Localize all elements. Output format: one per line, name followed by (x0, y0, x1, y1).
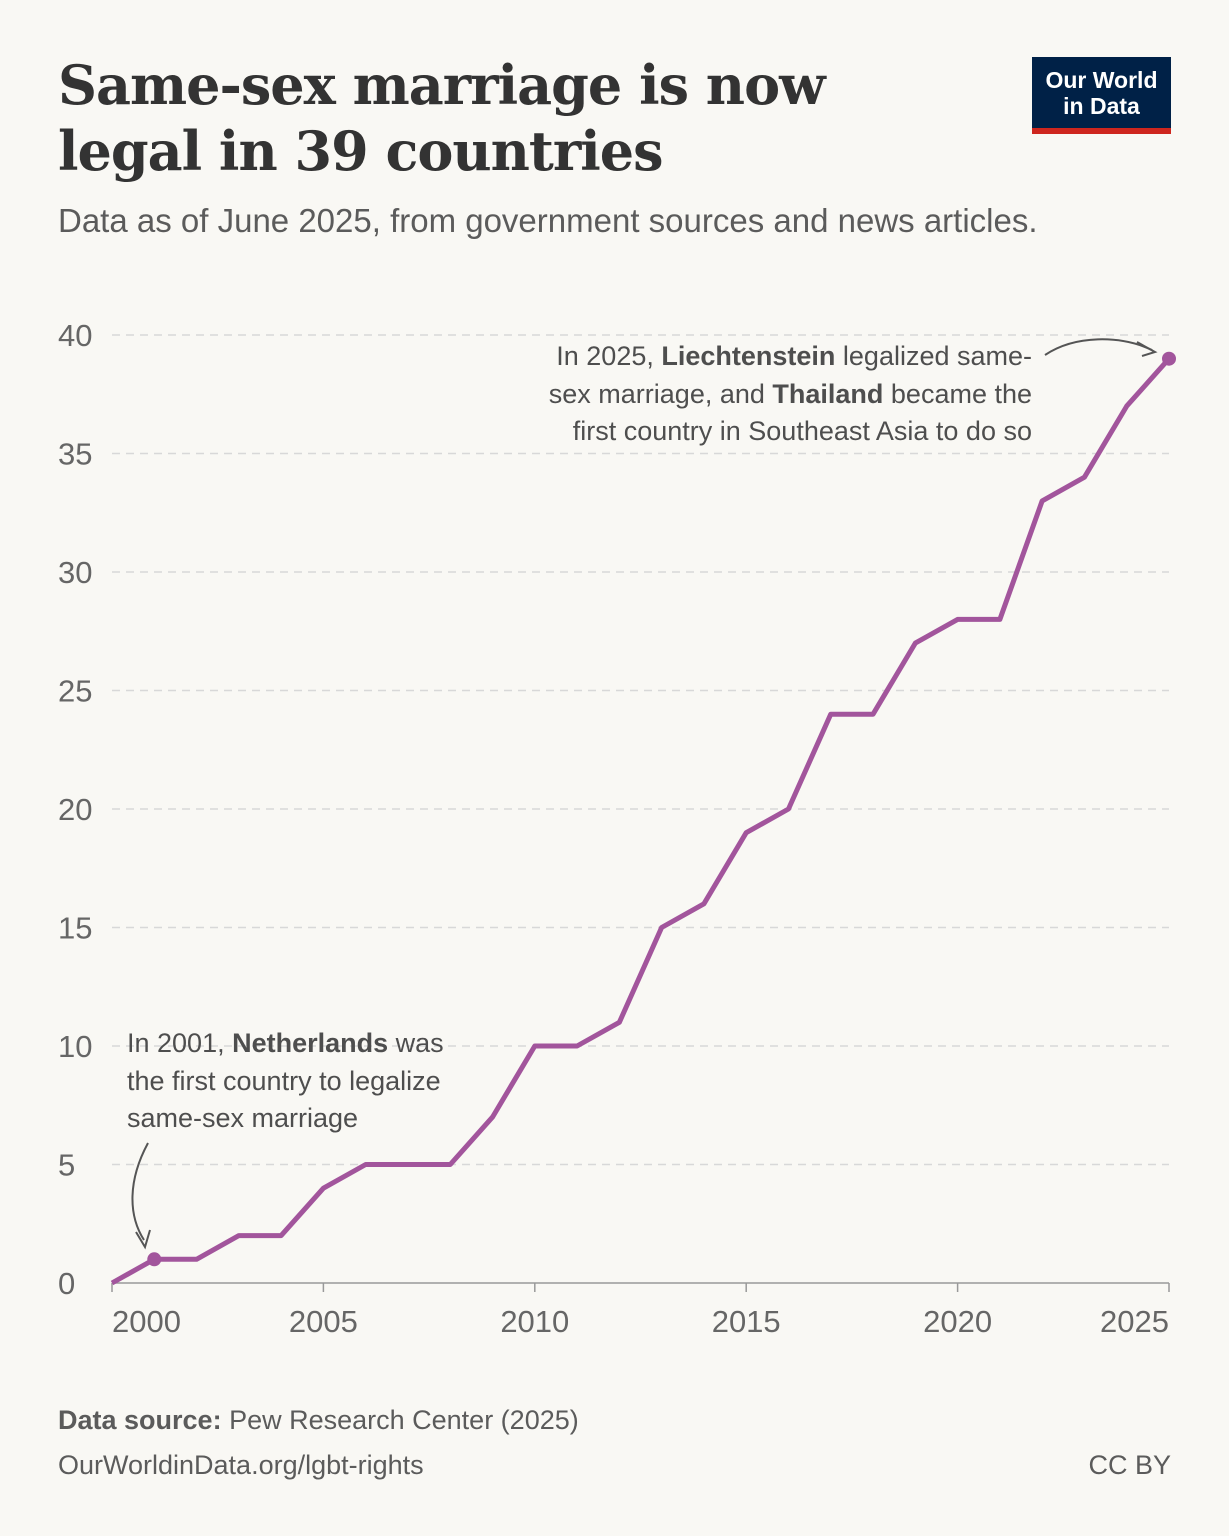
annotation-arrow (131, 1142, 149, 1241)
annotation-text: first country in Southeast Asia to do so (572, 416, 1032, 446)
annotation-arrow (1044, 338, 1153, 356)
annotation-line: first country in Southeast Asia to do so (549, 413, 1032, 451)
y-tick-label: 10 (58, 1029, 92, 1064)
y-tick-label: 40 (58, 318, 92, 353)
y-tick-label: 0 (58, 1266, 75, 1301)
data-point-2025 (1162, 351, 1176, 366)
annotation-text: became the (883, 378, 1032, 409)
y-tick-label: 15 (58, 911, 92, 946)
x-tick-label: 2015 (712, 1304, 781, 1339)
logo-line2: in Data (1063, 93, 1140, 119)
annotation-text: sex marriage, and (548, 378, 773, 409)
y-tick-label: 20 (58, 792, 92, 827)
series-line (110, 357, 1171, 1286)
logo-accent-bar (1032, 128, 1171, 134)
annotation-line: In 2001, Netherlands was (127, 1025, 444, 1063)
annotation-line: In 2025, Liechtenstein legalized same- (549, 338, 1032, 376)
x-tick-label: 2000 (112, 1304, 181, 1339)
annotation-text: was (388, 1028, 444, 1058)
owid-logo[interactable]: Our World in Data (1032, 57, 1171, 134)
arrowhead-icon (1136, 341, 1158, 357)
x-tick-label: 2010 (500, 1304, 569, 1339)
data-source-label: Data source: (58, 1405, 222, 1435)
annotation-text: same-sex marriage (127, 1103, 359, 1133)
annotation-line: sex marriage, and Thailand became the (549, 376, 1032, 414)
annotation-liechtenstein-thailand: In 2025, Liechtenstein legalized same-se… (549, 338, 1032, 451)
y-tick-label: 30 (58, 555, 92, 590)
annotation-text: legalized same- (835, 341, 1032, 371)
chart-title: Same-sex marriage is now legal in 39 cou… (58, 53, 826, 183)
annotation-text: In 2025, (556, 341, 662, 371)
license[interactable]: CC BY (1088, 1450, 1171, 1480)
annotation-line: same-sex marriage (127, 1100, 444, 1138)
source-url[interactable]: OurWorldinData.org/lgbt-rights (58, 1450, 424, 1480)
data-point-2001 (147, 1252, 162, 1267)
annotation-highlight: Netherlands (232, 1028, 389, 1058)
annotation-highlight: Liechtenstein (661, 341, 836, 371)
data-source: Data source: Pew Research Center (2025) (58, 1405, 579, 1436)
data-source-value: Pew Research Center (2025) (221, 1405, 579, 1435)
annotation-highlight: Thailand (772, 378, 884, 409)
y-tick-label: 35 (58, 437, 92, 472)
x-tick-label: 2020 (923, 1304, 992, 1339)
x-tick-label: 2025 (1100, 1304, 1169, 1339)
annotation-netherlands: In 2001, Netherlands was the first countr… (127, 1025, 444, 1138)
y-tick-label: 5 (58, 1148, 75, 1183)
chart-subtitle: Data as of June 2025, from government so… (58, 202, 1038, 239)
annotation-line: the first country to legalize (127, 1063, 444, 1101)
x-tick-label: 2005 (289, 1304, 358, 1339)
y-tick-label: 25 (58, 674, 92, 709)
annotation-text: the first country to legalize (127, 1065, 441, 1096)
arrowhead-icon (135, 1229, 151, 1250)
annotation-text: In 2001, (127, 1028, 233, 1058)
logo-line1: Our World (1045, 67, 1158, 93)
